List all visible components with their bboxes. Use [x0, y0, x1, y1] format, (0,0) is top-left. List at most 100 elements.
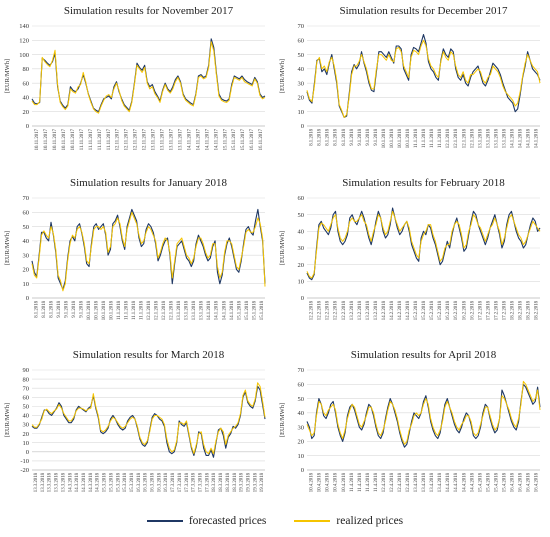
- x-tick-label: 15.4.2018: [486, 472, 491, 492]
- x-tick-label: 17.2.2018: [478, 300, 483, 320]
- x-tick-label: 11.1.2018: [438, 128, 443, 148]
- x-tick-label: 14.2.2018: [398, 300, 403, 320]
- x-tick-label: 16.11.2017: [259, 128, 264, 150]
- x-tick-label: 16.3.2018: [144, 472, 149, 492]
- y-tick-label: 70: [23, 385, 30, 392]
- x-tick-label: 18.3.2018: [219, 472, 224, 492]
- x-tick-label: 15.11.2017: [241, 128, 246, 150]
- x-tick-label: 12.4.2018: [382, 472, 387, 492]
- x-tick-label: 15.11.2017: [223, 128, 228, 150]
- x-tick-label: 8.1.2018: [334, 128, 339, 145]
- x-tick-label: 12.4.2018: [390, 472, 395, 492]
- x-tick-label: 10.4.2018: [310, 472, 315, 492]
- x-tick-label: 15.4.2018: [478, 472, 483, 492]
- series-line-forecasted: [31, 208, 266, 290]
- legend-item-realized: realized prices: [294, 515, 403, 527]
- x-tick-label: 14.4.2018: [470, 472, 475, 492]
- x-tick-label: 18.3.2018: [226, 472, 231, 492]
- x-tick-label: 10.4.2018: [326, 472, 331, 492]
- x-tick-label: 10.1.2018: [94, 300, 99, 320]
- y-axis-label: [EUR/MWh]: [279, 59, 286, 93]
- x-tick-label: 17.3.2018: [205, 472, 210, 492]
- x-tick-label: 16.3.2018: [164, 472, 169, 492]
- x-tick-label: 8.1.2018: [318, 128, 323, 145]
- x-tick-label: 14.3.2018: [75, 472, 80, 492]
- x-tick-label: 17.3.2018: [185, 472, 190, 492]
- y-tick-label: 140: [19, 23, 29, 30]
- x-tick-label: 11.1.2018: [422, 128, 427, 148]
- y-tick-label: 10: [298, 109, 305, 116]
- x-tick-label: 12.1.2018: [462, 128, 467, 148]
- series-line-realized: [306, 380, 541, 445]
- y-tick-label: 20: [23, 109, 30, 116]
- legend-swatch-realized: [294, 520, 331, 522]
- x-tick-label: 9.1.2018: [64, 300, 69, 317]
- x-tick-label: 9.1.2018: [72, 300, 77, 317]
- x-tick-label: 8.1.2018: [326, 128, 331, 145]
- x-tick-label: 12.1.2018: [470, 128, 475, 148]
- legend-swatch-forecasted: [146, 520, 183, 522]
- y-tick-label: 40: [23, 95, 30, 102]
- x-tick-label: 18.3.2018: [233, 472, 238, 492]
- y-tick-label: 10: [23, 440, 30, 447]
- x-tick-label: 15.2.2018: [422, 300, 427, 320]
- y-tick-label: 50: [23, 224, 30, 231]
- y-tick-label: 20: [298, 439, 305, 446]
- y-tick-label: 0: [26, 123, 29, 130]
- x-tick-label: 9.1.2018: [374, 128, 379, 145]
- chart-title: Simulation results for January 2018: [70, 177, 228, 189]
- x-tick-label: 14.1.2018: [222, 300, 227, 320]
- x-tick-label: 10.1.2018: [382, 128, 387, 148]
- x-tick-label: 12.1.2018: [162, 300, 167, 320]
- x-tick-label: 17.3.2018: [178, 472, 183, 492]
- x-tick-label: 8.1.2018: [42, 300, 47, 317]
- x-tick-label: 9.1.2018: [366, 128, 371, 145]
- x-tick-label: 16.3.2018: [151, 472, 156, 492]
- x-tick-label: 14.1.2018: [535, 128, 540, 148]
- y-tick-label: 60: [23, 80, 30, 87]
- x-tick-label: 10.11.2017: [44, 128, 49, 150]
- x-tick-label: 15.1.2018: [245, 300, 250, 320]
- x-tick-label: 10.11.2017: [35, 128, 40, 150]
- x-tick-label: 16.3.2018: [137, 472, 142, 492]
- y-tick-label: 0: [26, 295, 29, 302]
- y-tick-label: 40: [298, 66, 305, 73]
- x-tick-label: 15.2.2018: [430, 300, 435, 320]
- x-tick-label: 18.2.2018: [519, 300, 524, 320]
- series-line-forecasted: [306, 207, 541, 281]
- x-tick-label: 11.4.2018: [366, 472, 371, 492]
- x-tick-label: 14.4.2018: [454, 472, 459, 492]
- x-tick-label: 13.3.2018: [61, 472, 66, 492]
- x-tick-label: 17.2.2018: [494, 300, 499, 320]
- y-tick-label: 0: [301, 123, 304, 130]
- y-tick-label: 80: [23, 66, 30, 73]
- chart-panel-2: Simulation results for January 2018 [EUR/…: [4, 177, 266, 320]
- x-tick-label: 8.1.2018: [342, 128, 347, 145]
- x-tick-label: 13.11.2017: [178, 128, 183, 150]
- x-tick-label: 19.3.2018: [240, 472, 245, 492]
- y-tick-label: 0: [301, 295, 304, 302]
- y-tick-label: 30: [298, 424, 305, 431]
- chart-panel-3: Simulation results for February 2018 [EUR…: [279, 177, 541, 320]
- x-tick-label: 14.4.2018: [446, 472, 451, 492]
- x-tick-label: 9.1.2018: [57, 300, 62, 317]
- x-tick-label: 11.11.2017: [107, 128, 112, 150]
- x-tick-label: 15.4.2018: [502, 472, 507, 492]
- x-tick-label: 17.3.2018: [198, 472, 203, 492]
- x-tick-label: 16.2.2018: [454, 300, 459, 320]
- chart-panel-0: Simulation results for November 2017 [EUR…: [4, 5, 266, 150]
- x-tick-label: 11.11.2017: [89, 128, 94, 150]
- x-tick-label: 14.11.2017: [214, 128, 219, 150]
- x-tick-label: 13.4.2018: [438, 472, 443, 492]
- y-tick-label: 50: [298, 396, 305, 403]
- x-tick-label: 8.1.2018: [49, 300, 54, 317]
- x-tick-label: 10.4.2018: [318, 472, 323, 492]
- y-tick-label: 30: [23, 252, 30, 259]
- x-tick-label: 14.2.2018: [390, 300, 395, 320]
- y-tick-label: 0: [26, 449, 29, 456]
- series-line-realized: [31, 382, 266, 455]
- series-line-realized: [306, 39, 541, 118]
- legend-item-forecasted: forecasted prices: [146, 515, 266, 527]
- x-tick-label: 13.4.2018: [414, 472, 419, 492]
- x-tick-label: 13.3.2018: [48, 472, 53, 492]
